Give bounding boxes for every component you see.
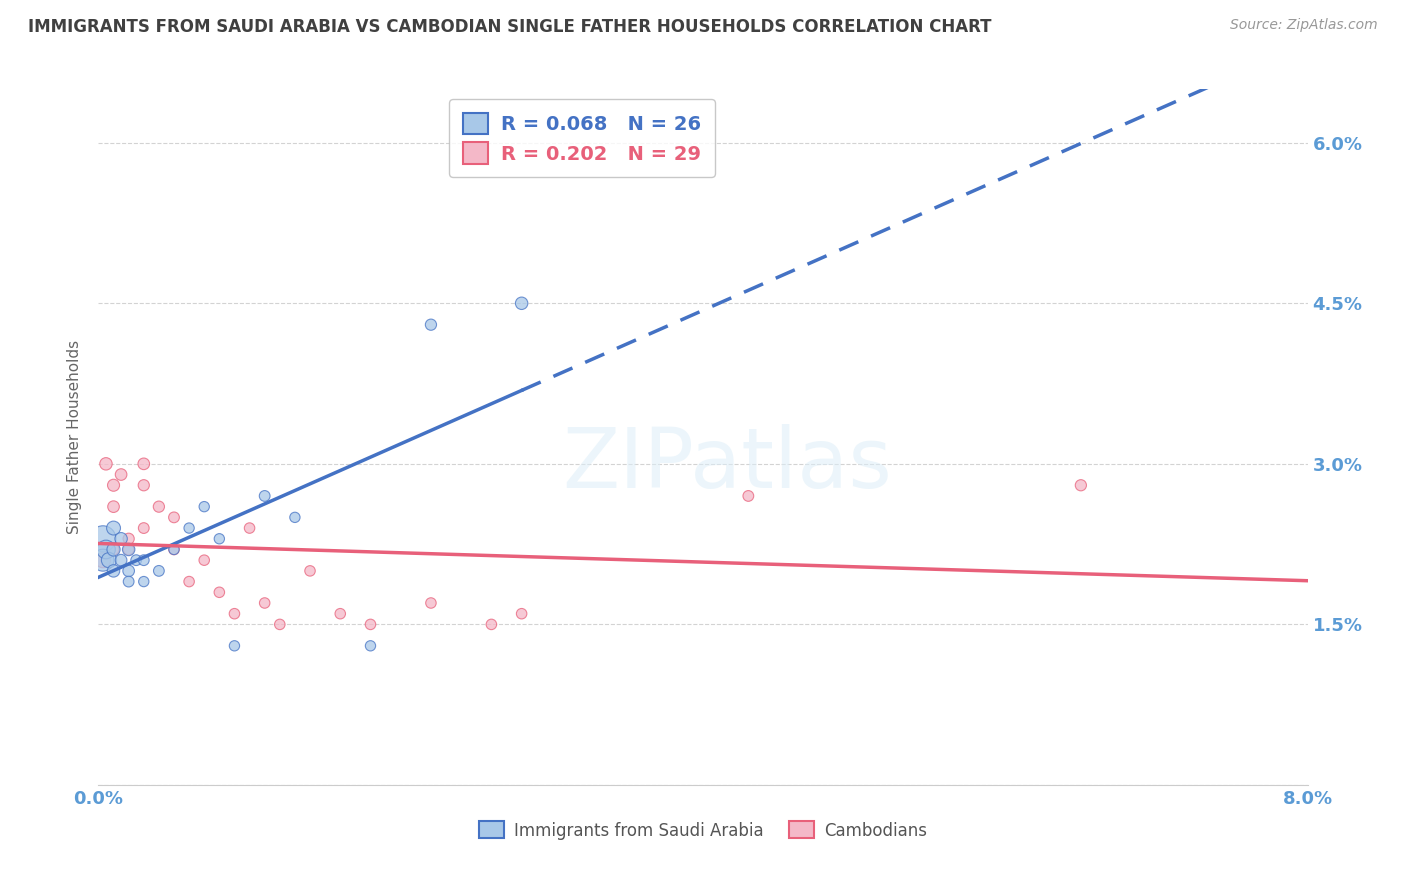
Point (91, 532, 114, 546)
Point (94, 542, 117, 557)
Point (193, 553, 215, 567)
Legend: Immigrants from Saudi Arabia, Cambodians: Immigrants from Saudi Arabia, Cambodians (472, 814, 934, 847)
Point (510, 607, 533, 621)
Point (510, 296, 533, 310)
Point (91, 553, 114, 567)
Point (98, 553, 121, 567)
Point (110, 532, 132, 546)
Point (118, 564, 141, 578)
Point (103, 478, 125, 492)
Point (481, 617, 503, 632)
Point (224, 639, 246, 653)
Point (299, 564, 322, 578)
Point (1070, 478, 1092, 492)
Point (253, 489, 276, 503)
Point (148, 500, 170, 514)
Point (208, 585, 231, 599)
Point (103, 500, 125, 514)
Point (132, 574, 155, 589)
Point (360, 639, 382, 653)
Point (329, 607, 352, 621)
Text: ZIPatlas: ZIPatlas (562, 425, 893, 506)
Point (269, 617, 291, 632)
Point (179, 574, 201, 589)
Text: Source: ZipAtlas.com: Source: ZipAtlas.com (1230, 18, 1378, 32)
Point (94, 457, 117, 471)
Point (360, 617, 382, 632)
Point (118, 542, 141, 557)
Point (118, 532, 141, 546)
Point (284, 510, 307, 524)
Point (253, 596, 276, 610)
Point (103, 521, 125, 535)
Point (163, 542, 186, 557)
Point (103, 542, 125, 557)
Point (420, 596, 443, 610)
Point (239, 521, 262, 535)
Point (179, 521, 201, 535)
Point (103, 564, 125, 578)
Point (118, 574, 141, 589)
Point (420, 318, 443, 332)
Point (125, 553, 148, 567)
Point (163, 542, 186, 557)
Point (132, 553, 155, 567)
Y-axis label: Single Father Households: Single Father Households (67, 340, 83, 534)
Text: IMMIGRANTS FROM SAUDI ARABIA VS CAMBODIAN SINGLE FATHER HOUSEHOLDS CORRELATION C: IMMIGRANTS FROM SAUDI ARABIA VS CAMBODIA… (28, 18, 991, 36)
Point (132, 521, 155, 535)
Point (91, 553, 114, 567)
Point (110, 467, 132, 482)
Point (208, 532, 231, 546)
Point (132, 478, 155, 492)
Point (163, 510, 186, 524)
Point (148, 564, 170, 578)
Point (103, 542, 125, 557)
Point (110, 553, 132, 567)
Point (737, 489, 759, 503)
Point (118, 542, 141, 557)
Point (132, 457, 155, 471)
Point (193, 500, 215, 514)
Point (224, 607, 246, 621)
